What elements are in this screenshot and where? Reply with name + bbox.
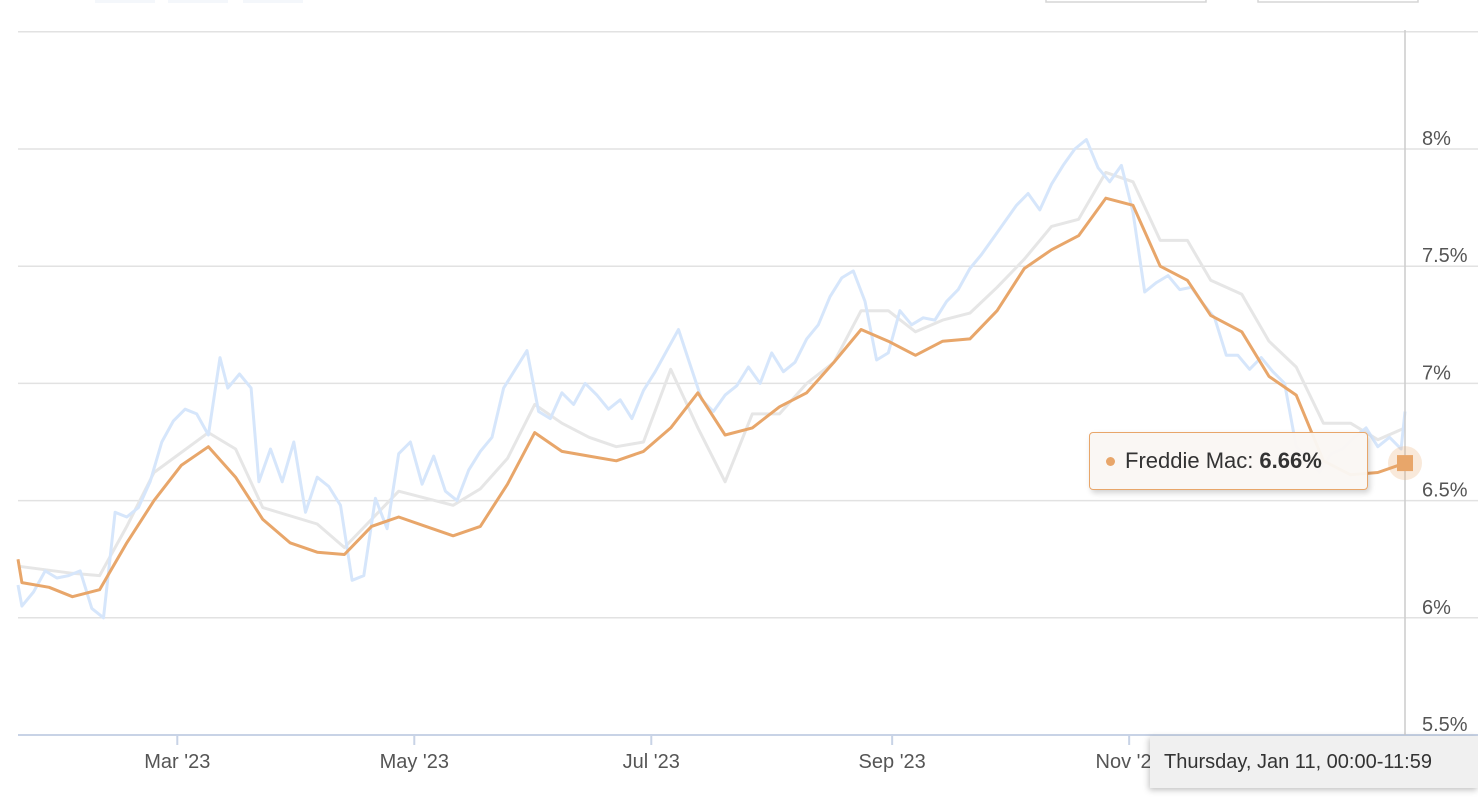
date-from-input[interactable] <box>1045 0 1207 3</box>
range-tab-2[interactable] <box>168 0 228 3</box>
hover-marker[interactable] <box>1397 455 1413 472</box>
background-series-line-2 <box>16 138 1407 620</box>
y-tick-label: 6.5% <box>1422 480 1468 502</box>
date-to-input[interactable] <box>1257 0 1419 3</box>
y-tick-label: 5.5% <box>1422 714 1468 736</box>
y-tick-label: 7.5% <box>1422 245 1468 267</box>
y-tick-label: 8% <box>1422 128 1451 150</box>
background-series <box>16 138 1407 620</box>
date-tooltip-text: Thursday, Jan 11, 00:00-11:59 <box>1164 750 1432 773</box>
range-buttons <box>95 0 1419 3</box>
tooltip-value: 6.66% <box>1259 448 1322 473</box>
tooltip-series-dot <box>1106 456 1115 466</box>
range-tab-3[interactable] <box>243 0 303 3</box>
x-tick-label: Nov '23 <box>1096 751 1163 773</box>
grid-lines <box>18 31 1478 736</box>
y-tick-label: 6% <box>1422 597 1451 619</box>
x-tick-label: Mar '23 <box>144 751 210 773</box>
freddie-mac-line <box>16 196 1406 599</box>
freddie-mac-series <box>16 196 1406 599</box>
x-tick-label: Jul '23 <box>623 751 680 773</box>
y-tick-label: 7% <box>1422 362 1451 384</box>
date-tooltip: Thursday, Jan 11, 00:00-11:59 <box>1150 736 1478 788</box>
y-axis: 5.5% 6% 6.5% 7% 7.5% 8% <box>1422 128 1468 736</box>
x-axis: Mar '23 May '23 Jul '23 Sep '23 Nov '23 <box>144 735 1163 773</box>
tooltip-series-name: Freddie Mac: <box>1125 448 1254 473</box>
range-tab-1[interactable] <box>95 0 155 3</box>
background-series-line-1 <box>17 170 1406 578</box>
x-tick-label: Sep '23 <box>859 751 926 773</box>
series-tooltip: Freddie Mac: 6.66% <box>1089 432 1368 490</box>
x-tick-label: May '23 <box>380 751 449 773</box>
